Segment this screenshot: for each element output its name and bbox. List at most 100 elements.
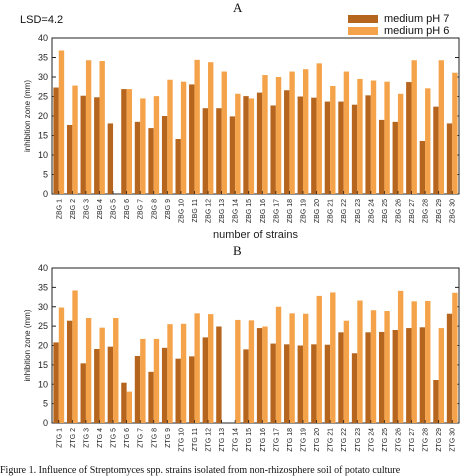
chart-a-bar-ph7 [351, 104, 358, 194]
chart-a-bar-ph6 [208, 62, 214, 195]
chart-b-xtick-label: ZTG 23 [355, 428, 362, 452]
chart-a-ytick-label: 10 [38, 150, 48, 160]
chart-b-bar-ph6 [72, 290, 78, 423]
chart-b-bar-ph7 [216, 326, 222, 423]
chart-a-xtick-label: ZBG 5 [111, 199, 118, 219]
chart-a-xtick-label: ZBG 6 [124, 199, 131, 219]
chart-b-bar-ph6 [438, 328, 445, 423]
chart-b-xtick-label: ZTG 13 [219, 428, 226, 452]
chart-b-bar-ph6 [452, 292, 458, 423]
chart-a-bar-ph6 [289, 71, 295, 194]
chart-a-bar-ph7 [189, 84, 195, 194]
chart-b-xtick-label: ZTG 20 [314, 428, 321, 452]
panel-b-letter: B [233, 243, 242, 258]
chart-b-bar-ph6 [397, 290, 404, 423]
chart-b-bar-ph7 [175, 358, 181, 423]
chart-b-xtick-label: ZTG 19 [300, 428, 307, 452]
chart-b-xtick-label: ZTG 15 [246, 428, 253, 452]
chart-b-bar-ph6 [384, 311, 390, 423]
chart-a-bar-ph6 [167, 79, 173, 194]
chart-b-xtick-label: ZTG 18 [287, 428, 294, 452]
chart-b-bar-ph7 [297, 345, 303, 423]
chart-a-bar-ph6 [370, 80, 377, 194]
chart-a-xtick-label: ZBG 19 [300, 199, 307, 223]
chart-a-bar-ph7 [433, 106, 439, 194]
legend-swatch-ph6 [348, 27, 378, 35]
legend-item-ph6: medium pH 6 [348, 25, 449, 37]
chart-a-bar-ph6 [140, 98, 146, 194]
chart-b-xtick-label: ZTG 25 [382, 428, 389, 452]
chart-b-bar-ph6 [248, 320, 255, 423]
chart-b-bar-ph6 [235, 319, 241, 423]
chart-b-bar-ph7 [433, 379, 439, 423]
chart-b-bar-ph7 [311, 344, 317, 423]
chart-b-xtick-label: ZTG 6 [124, 428, 131, 448]
chart-b-bar-ph7 [148, 371, 154, 423]
chart-b-bar-ph6 [208, 314, 214, 423]
chart-a-bar-ph6 [126, 89, 132, 194]
chart-a-xtick-label: ZBG 11 [192, 199, 199, 223]
chart-a-ytick-label: 0 [43, 189, 48, 199]
chart-a-xtick-label: ZBG 20 [314, 199, 321, 223]
chart-a-xtick-label: ZBG 13 [219, 199, 226, 223]
chart-a-bar-ph6 [235, 93, 241, 194]
chart-a-bar-ph6 [384, 81, 390, 194]
chart-a-bar-ph7 [324, 101, 331, 194]
chart-b-bar-ph6 [58, 307, 65, 423]
chart-a-xtick-label: ZBG 29 [436, 199, 443, 223]
chart-a-bar-ph6 [425, 88, 431, 194]
chart-b-bar-ph6 [275, 306, 282, 423]
chart-a-xtick-label: ZBG 17 [273, 199, 280, 223]
chart-b-bar-ph7 [94, 348, 100, 423]
chart-b-ytick-label: 0 [43, 418, 48, 428]
chart-a-bar-ph7 [338, 101, 344, 194]
chart-a-ytick-label: 35 [38, 53, 48, 63]
chart-b-xtick-label: ZTG 12 [206, 428, 213, 452]
chart-b-bar-ph7 [189, 356, 195, 423]
chart-b-bar-ph7 [80, 363, 86, 423]
chart-b-xtick-label: ZTG 24 [368, 428, 375, 452]
chart-b-ytick-label: 20 [38, 341, 48, 351]
chart-a-xtick-label: ZBG 23 [355, 199, 362, 223]
legend-label-ph7: medium pH 7 [384, 13, 450, 25]
chart-b-xtick-label: ZTG 22 [341, 428, 348, 452]
chart-b-bar-ph6 [343, 320, 350, 423]
chart-a-bar-ph6 [180, 81, 187, 194]
chart-a-bar-ph6 [221, 71, 227, 194]
chart-b-ytick-label: 40 [38, 263, 48, 273]
chart-b-bar-ph7 [446, 313, 453, 423]
chart-a-bar-ph6 [153, 96, 160, 194]
chart-b-bar-ph6 [370, 310, 377, 423]
chart-a-bar-ph7 [256, 92, 263, 194]
chart-b-bar-ph7 [53, 342, 59, 423]
chart-b-ytick-label: 15 [38, 360, 48, 370]
chart-a-bar-ph6 [58, 50, 65, 195]
chart-a-xtick-label: ZBG 15 [246, 199, 253, 223]
chart-a-xtick-label: ZBG 2 [70, 199, 77, 219]
chart-b-xtick-label: ZTG 10 [178, 428, 185, 452]
chart-b-bar-ph6 [180, 323, 187, 423]
chart-a-bar-ph7 [406, 82, 412, 194]
chart-a-bar-ph6 [316, 63, 322, 194]
chart-b-xtick-label: ZTG 28 [423, 428, 430, 452]
chart-a-xtick-label: ZBG 12 [206, 199, 213, 223]
chart-a-bar-ph6 [452, 72, 458, 194]
chart-b-bar-ph6 [289, 313, 295, 423]
chart-b-bar-ph6 [357, 300, 363, 423]
chart-a-xtick-label: ZBG 21 [328, 199, 335, 223]
chart-a-y-axis-label: inhibition zone (mm) [23, 80, 32, 152]
chart-a-xtick-label: ZBG 14 [233, 199, 240, 223]
chart-b-bar-ph7 [284, 344, 290, 423]
chart-a-bar-ph7 [134, 121, 141, 194]
chart-b-bar-ph7 [406, 328, 412, 423]
chart-a-bar-ph7 [419, 140, 426, 194]
chart-a-bar-ph6 [302, 69, 309, 194]
chart-b-bar-ph6 [167, 324, 173, 423]
chart-b-bar-ph7 [338, 332, 344, 423]
chart-a-bar-ph7 [379, 119, 385, 194]
chart-b-bar-ph7 [107, 346, 114, 423]
chart-a-ytick-label: 40 [38, 33, 48, 43]
chart-a: 0 5 10 15 20 25 30 35 40 inhibition zone (mm) ZBG … [23, 33, 460, 241]
chart-a-bar-ph6 [343, 71, 350, 194]
chart-a-xtick-label: ZBG 28 [423, 199, 430, 223]
